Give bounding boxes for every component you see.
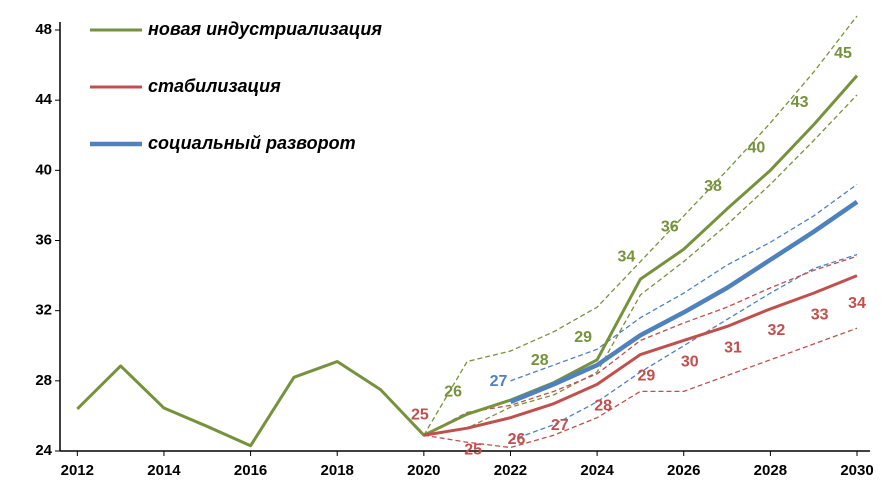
- data-label: 33: [811, 306, 829, 323]
- range-line: [423, 255, 858, 436]
- x-tick-label: 2012: [61, 462, 94, 479]
- data-label: 26: [444, 383, 462, 400]
- data-label: 27: [490, 373, 508, 390]
- data-label: 34: [618, 248, 636, 265]
- y-tick-label: 24: [35, 442, 52, 459]
- series-line: [76, 74, 859, 448]
- data-label: 28: [594, 398, 612, 415]
- range-line: [510, 183, 858, 382]
- data-label: 34: [848, 295, 866, 312]
- y-tick-label: 48: [35, 21, 52, 38]
- x-tick-label: 2022: [494, 462, 527, 479]
- data-label: 40: [747, 140, 765, 157]
- x-tick-label: 2016: [234, 462, 267, 479]
- range-line: [423, 15, 858, 436]
- data-label: 32: [767, 322, 785, 339]
- x-tick-label: 2030: [840, 462, 873, 479]
- y-tick-label: 32: [35, 302, 52, 319]
- data-label: 38: [704, 178, 722, 195]
- y-tick-label: 44: [35, 91, 52, 108]
- y-tick-label: 28: [35, 372, 52, 389]
- x-tick-label: 2028: [754, 462, 787, 479]
- data-label: 29: [574, 329, 592, 346]
- x-tick-label: 2024: [580, 462, 614, 479]
- data-label: 30: [681, 354, 699, 371]
- x-tick-label: 2018: [321, 462, 354, 479]
- data-label: 31: [724, 340, 742, 357]
- legend-label: новая индустриализация: [148, 19, 382, 39]
- x-tick-label: 2014: [147, 462, 181, 479]
- data-label: 25: [411, 406, 429, 423]
- data-label: 27: [551, 417, 569, 434]
- data-label: 45: [834, 45, 852, 62]
- series-line: [423, 274, 858, 437]
- legend-label: социальный разворот: [148, 133, 356, 153]
- x-tick-label: 2020: [407, 462, 440, 479]
- data-label: 25: [464, 441, 482, 458]
- data-label: 36: [661, 218, 679, 235]
- range-line: [423, 327, 858, 449]
- y-tick-label: 40: [35, 161, 52, 178]
- y-tick-label: 36: [35, 231, 52, 248]
- legend-label: стабилизация: [148, 76, 281, 96]
- data-label: 28: [531, 352, 549, 369]
- series-line: [509, 200, 859, 404]
- x-tick-label: 2026: [667, 462, 700, 479]
- data-label: 26: [508, 431, 526, 448]
- data-label: 29: [638, 368, 656, 385]
- range-line: [423, 94, 858, 436]
- data-label: 43: [791, 94, 809, 111]
